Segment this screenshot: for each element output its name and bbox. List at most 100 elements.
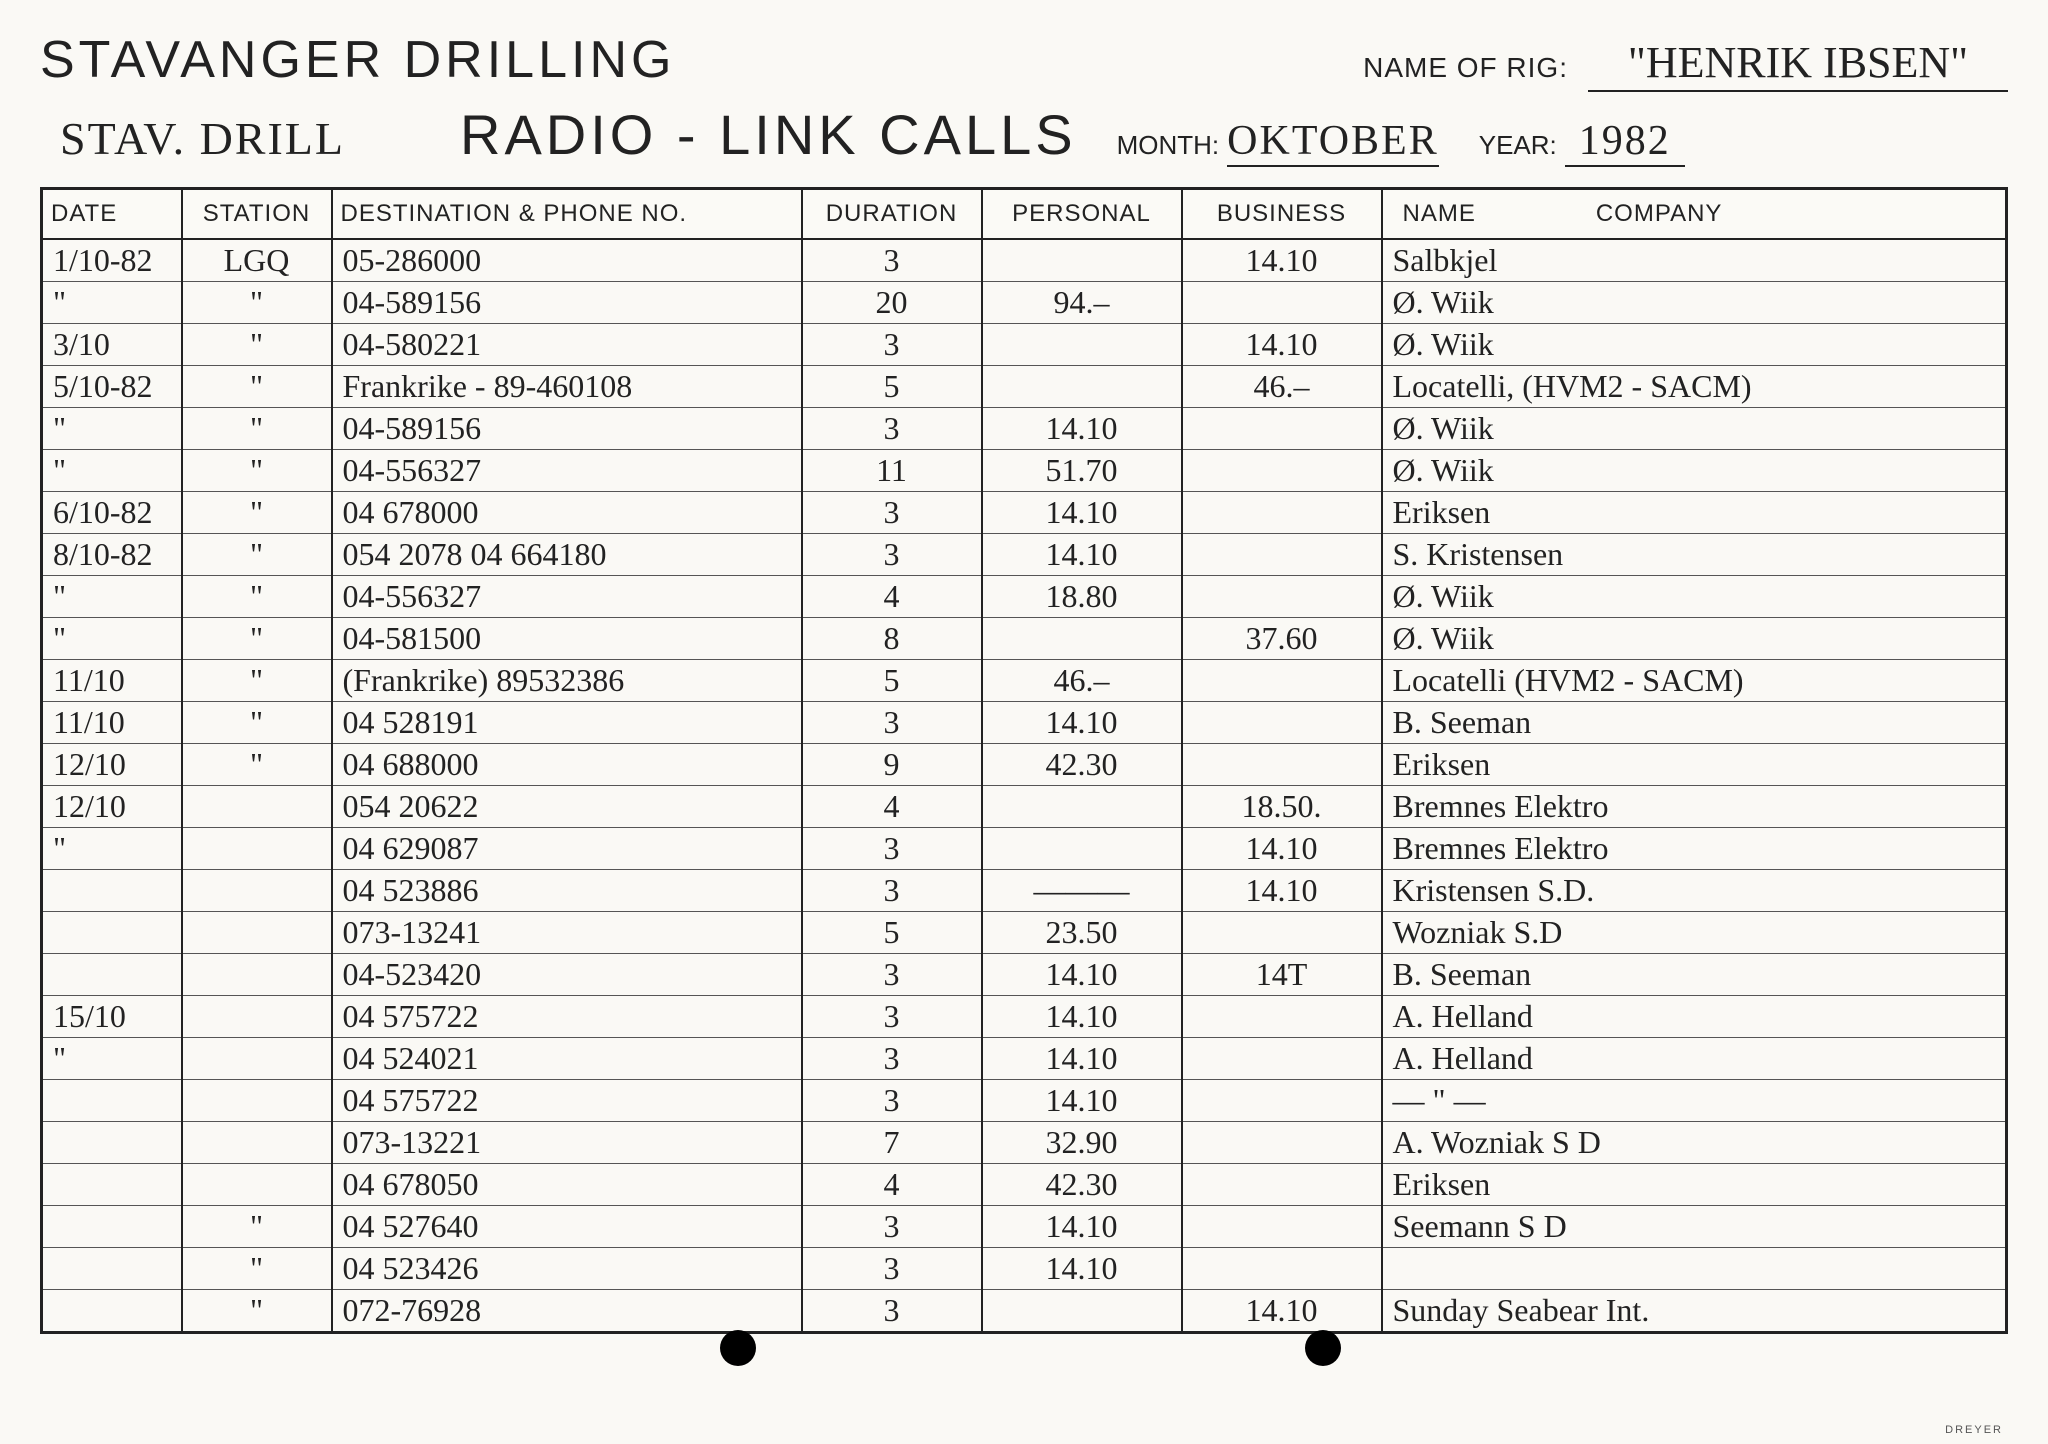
col-personal: PERSONAL <box>982 189 1182 240</box>
cell-duration: 20 <box>802 282 982 324</box>
cell-destination: 054 20622 <box>332 786 802 828</box>
cell-destination: 04 523426 <box>332 1248 802 1290</box>
cell-station: " <box>182 324 332 366</box>
month-label: MONTH: <box>1117 130 1220 161</box>
cell-business <box>1182 702 1382 744</box>
table-row: 1/10-82LGQ05-286000314.10Salbkjel <box>42 239 2007 282</box>
cell-date: 8/10-82 <box>42 534 182 576</box>
cell-duration: 8 <box>802 618 982 660</box>
cell-station: " <box>182 450 332 492</box>
cell-duration: 3 <box>802 239 982 282</box>
cell-date <box>42 1080 182 1122</box>
cell-destination: 04-556327 <box>332 450 802 492</box>
cell-name: Kristensen S.D. <box>1382 870 2007 912</box>
cell-personal: 14.10 <box>982 1080 1182 1122</box>
cell-business: 18.50. <box>1182 786 1382 828</box>
cell-business <box>1182 450 1382 492</box>
cell-name: Sunday Seabear Int. <box>1382 1290 2007 1333</box>
table-row: 8/10-82"054 2078 04 664180314.10S. Krist… <box>42 534 2007 576</box>
cell-name: Ø. Wiik <box>1382 450 2007 492</box>
cell-business: 14.10 <box>1182 870 1382 912</box>
cell-station <box>182 1038 332 1080</box>
cell-name: S. Kristensen <box>1382 534 2007 576</box>
cell-destination: 04-556327 <box>332 576 802 618</box>
cell-duration: 7 <box>802 1122 982 1164</box>
cell-business <box>1182 744 1382 786</box>
cell-name: Salbkjel <box>1382 239 2007 282</box>
table-row: 04-523420314.1014TB. Seeman <box>42 954 2007 996</box>
cell-station <box>182 1164 332 1206</box>
cell-duration: 4 <box>802 786 982 828</box>
cell-station: " <box>182 366 332 408</box>
cell-personal: ——— <box>982 870 1182 912</box>
cell-name: Locatelli, (HVM2 - SACM) <box>1382 366 2007 408</box>
cell-station <box>182 870 332 912</box>
table-row: 12/10 054 206224 18.50.Bremnes Elektro <box>42 786 2007 828</box>
cell-business <box>1182 912 1382 954</box>
cell-name: A. Wozniak S D <box>1382 1122 2007 1164</box>
log-table: DATE STATION DESTINATION & PHONE NO. DUR… <box>40 187 2008 1334</box>
cell-personal: 94.– <box>982 282 1182 324</box>
cell-business: 14.10 <box>1182 1290 1382 1333</box>
cell-personal <box>982 239 1182 282</box>
cell-station: " <box>182 408 332 450</box>
cell-destination: 04-589156 <box>332 408 802 450</box>
year-label: YEAR: <box>1479 130 1557 161</box>
col-name-label: NAME <box>1403 200 1476 228</box>
table-row: "04 523426314.10 <box>42 1248 2007 1290</box>
cell-destination: 04-580221 <box>332 324 802 366</box>
table-row: 3/10"04-5802213 14.10Ø. Wiik <box>42 324 2007 366</box>
cell-personal: 14.10 <box>982 1038 1182 1080</box>
cell-date: " <box>42 282 182 324</box>
cell-station: " <box>182 1290 332 1333</box>
table-row: ""04-556327418.80Ø. Wiik <box>42 576 2007 618</box>
cell-date: " <box>42 618 182 660</box>
cell-business <box>1182 1080 1382 1122</box>
cell-destination: Frankrike - 89-460108 <box>332 366 802 408</box>
col-duration: DURATION <box>802 189 982 240</box>
cell-personal <box>982 324 1182 366</box>
table-row: "04 524021314.10A. Helland <box>42 1038 2007 1080</box>
cell-date: " <box>42 1038 182 1080</box>
rig-label: NAME OF RIG: <box>1363 52 1568 84</box>
cell-business: 37.60 <box>1182 618 1382 660</box>
cell-name: Ø. Wiik <box>1382 324 2007 366</box>
cell-destination: 054 2078 04 664180 <box>332 534 802 576</box>
cell-station <box>182 954 332 996</box>
cell-name: B. Seeman <box>1382 954 2007 996</box>
table-row: "04 629087314.10Bremnes Elektro <box>42 828 2007 870</box>
col-name-company: NAME COMPANY <box>1382 189 2007 240</box>
cell-date <box>42 1164 182 1206</box>
cell-business: 46.– <box>1182 366 1382 408</box>
cell-personal: 32.90 <box>982 1122 1182 1164</box>
cell-business <box>1182 1122 1382 1164</box>
cell-business: 14.10 <box>1182 324 1382 366</box>
cell-personal: 14.10 <box>982 702 1182 744</box>
cell-date <box>42 1122 182 1164</box>
cell-destination: 04 523886 <box>332 870 802 912</box>
cell-personal: 42.30 <box>982 1164 1182 1206</box>
cell-personal: 14.10 <box>982 996 1182 1038</box>
cell-personal: 46.– <box>982 660 1182 702</box>
cell-duration: 3 <box>802 702 982 744</box>
cell-date: " <box>42 450 182 492</box>
cell-station <box>182 1080 332 1122</box>
table-row: 11/10"(Frankrike) 89532386546.–Locatelli… <box>42 660 2007 702</box>
cell-date: " <box>42 408 182 450</box>
cell-date <box>42 1248 182 1290</box>
table-row: 5/10-82"Frankrike - 89-460108546.–Locate… <box>42 366 2007 408</box>
cell-name: Bremnes Elektro <box>1382 786 2007 828</box>
cell-duration: 3 <box>802 324 982 366</box>
cell-station <box>182 1122 332 1164</box>
table-row: 073-13221732.90A. Wozniak S D <box>42 1122 2007 1164</box>
cell-date: 12/10 <box>42 786 182 828</box>
footer-mark: DREYER <box>1945 1424 2003 1436</box>
cell-destination: 073-13241 <box>332 912 802 954</box>
cell-destination: 04-589156 <box>332 282 802 324</box>
cell-destination: 04 524021 <box>332 1038 802 1080</box>
cell-date: 3/10 <box>42 324 182 366</box>
cell-date: 15/10 <box>42 996 182 1038</box>
cell-personal: 14.10 <box>982 534 1182 576</box>
cell-station: " <box>182 492 332 534</box>
cell-station: " <box>182 576 332 618</box>
